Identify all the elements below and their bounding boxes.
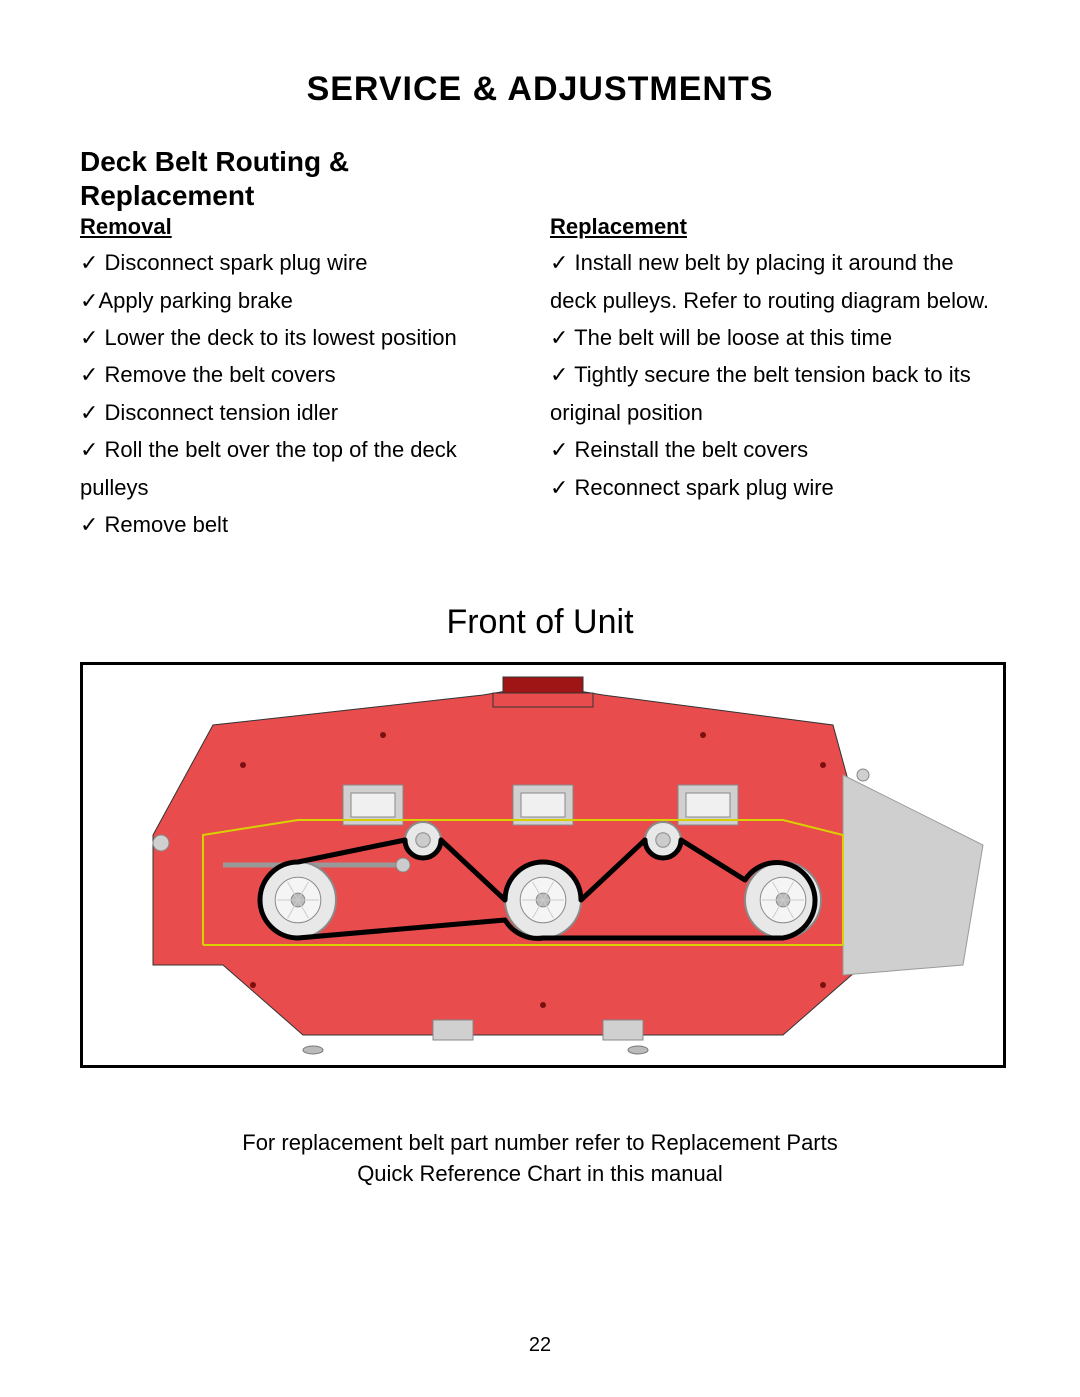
- removal-item: Roll the belt over the top of the deck p…: [80, 431, 530, 506]
- replacement-item: Tightly secure the belt tension back to …: [550, 356, 1000, 431]
- removal-item: Disconnect tension idler: [80, 394, 530, 431]
- deck-diagram-svg: [83, 665, 1003, 1065]
- section-title-line2: Replacement: [80, 180, 254, 211]
- removal-item: Remove belt: [80, 506, 530, 543]
- footnote-line2: Quick Reference Chart in this manual: [357, 1161, 723, 1186]
- footnote-line1: For replacement belt part number refer t…: [242, 1130, 838, 1155]
- removal-item: Remove the belt covers: [80, 356, 530, 393]
- replacement-list: Install new belt by placing it around th…: [550, 244, 1000, 506]
- removal-item: Apply parking brake: [80, 282, 530, 319]
- replacement-item: The belt will be loose at this time: [550, 319, 1000, 356]
- section-title-line1: Deck Belt Routing &: [80, 146, 349, 177]
- removal-item: Lower the deck to its lowest position: [80, 319, 530, 356]
- two-column-layout: Removal Disconnect spark plug wire Apply…: [80, 214, 1000, 543]
- replacement-item: Reconnect spark plug wire: [550, 469, 1000, 506]
- diagram-title: Front of Unit: [80, 603, 1000, 642]
- replacement-column: Replacement Install new belt by placing …: [550, 214, 1000, 543]
- replacement-item: Reinstall the belt covers: [550, 431, 1000, 468]
- replacement-heading: Replacement: [550, 214, 1000, 240]
- page: SERVICE & ADJUSTMENTS Deck Belt Routing …: [0, 0, 1080, 1397]
- removal-list: Disconnect spark plug wire Apply parking…: [80, 244, 530, 543]
- replacement-item: Install new belt by placing it around th…: [550, 244, 1000, 319]
- removal-column: Removal Disconnect spark plug wire Apply…: [80, 214, 530, 543]
- deck-diagram: [80, 662, 1006, 1068]
- page-number: 22: [0, 1334, 1080, 1357]
- main-title: SERVICE & ADJUSTMENTS: [80, 70, 1000, 109]
- footnote: For replacement belt part number refer t…: [80, 1128, 1000, 1190]
- section-title: Deck Belt Routing & Replacement: [80, 145, 1000, 212]
- removal-heading: Removal: [80, 214, 530, 240]
- removal-item: Disconnect spark plug wire: [80, 244, 530, 281]
